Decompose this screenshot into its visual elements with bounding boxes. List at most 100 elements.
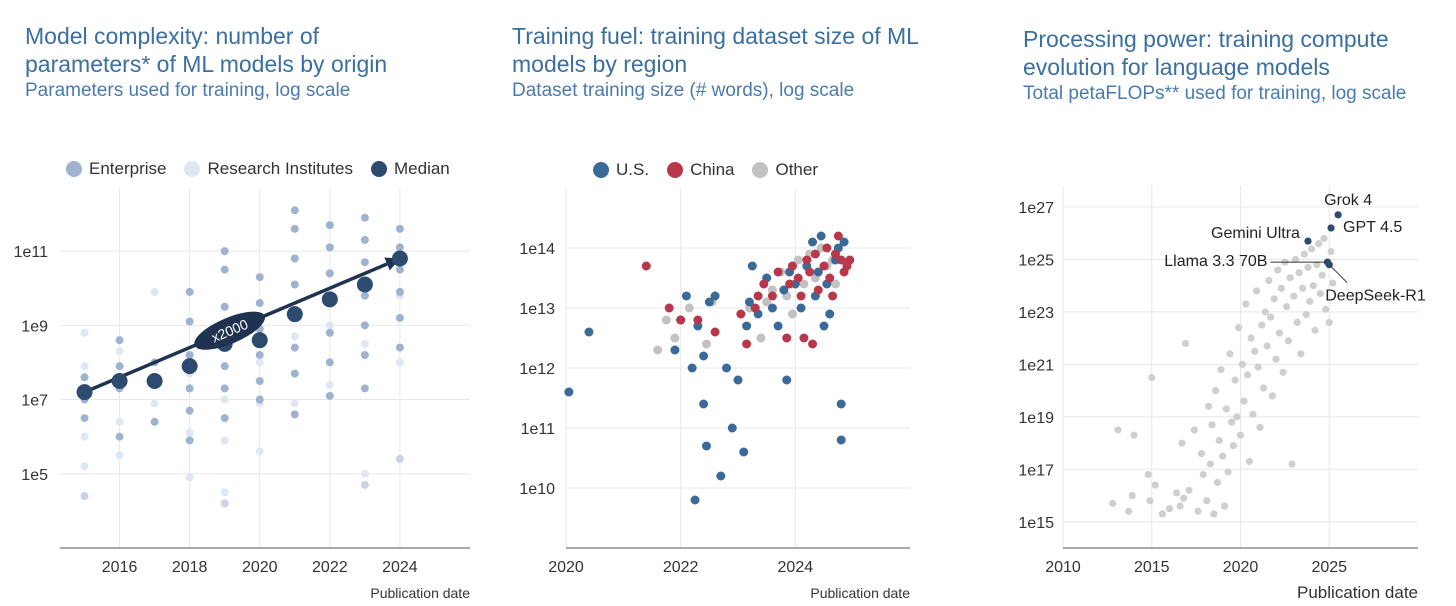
point-research — [185, 473, 194, 482]
legend-item-enterprise: Enterprise — [66, 159, 166, 179]
point-enterprise — [115, 432, 124, 441]
point-language-model — [1114, 426, 1122, 434]
point-research — [80, 432, 89, 441]
point-us — [710, 291, 720, 301]
point-language-model — [1244, 371, 1252, 379]
point-china — [828, 291, 838, 301]
point-language-model — [1148, 373, 1156, 382]
point-other — [653, 345, 663, 355]
point-outlier — [360, 480, 369, 489]
point-highlighted — [1327, 224, 1335, 232]
title-line-1: Training fuel: training dataset size of … — [512, 23, 919, 49]
point-china — [641, 261, 651, 271]
point-language-model — [1215, 436, 1223, 445]
point-enterprise — [325, 269, 334, 278]
point-highlighted — [1334, 211, 1342, 219]
point-research — [80, 462, 89, 471]
y-tick-label: 1e5 — [21, 467, 48, 484]
point-enterprise — [360, 384, 369, 393]
point-highlighted — [1304, 237, 1312, 245]
point-language-model — [1297, 350, 1305, 358]
point-language-model — [1197, 449, 1206, 458]
point-language-model — [1194, 507, 1202, 515]
point-enterprise — [290, 280, 299, 289]
point-language-model — [1325, 318, 1333, 327]
point-language-model — [1304, 263, 1312, 271]
legend-label: China — [690, 160, 735, 179]
point-us — [690, 495, 700, 505]
legend-swatch — [184, 161, 201, 177]
legend-item-us: U.S. — [593, 160, 649, 180]
point-language-model — [1313, 261, 1321, 269]
point-enterprise — [220, 362, 229, 371]
point-language-model — [1190, 426, 1198, 434]
x-axis-title: Publication date — [370, 585, 470, 601]
y-tick-label: 1e13 — [519, 301, 555, 318]
point-language-model — [1146, 497, 1154, 505]
point-language-model — [1176, 502, 1184, 510]
point-enterprise — [185, 436, 194, 445]
point-language-model — [1233, 413, 1241, 421]
point-enterprise — [185, 317, 194, 326]
point-research — [290, 332, 299, 341]
point-median — [286, 306, 303, 323]
point-enterprise — [360, 213, 369, 222]
title-line-1: Processing power: training compute — [1023, 26, 1389, 52]
point-us — [584, 327, 594, 337]
point-language-model — [1144, 470, 1152, 479]
y-tick-label: 1e9 — [21, 318, 48, 335]
y-tick-label: 1e11 — [521, 421, 556, 438]
y-tick-label: 1e21 — [1018, 357, 1054, 374]
point-us — [782, 375, 792, 385]
point-research — [220, 395, 229, 404]
point-research — [115, 347, 124, 356]
point-enterprise — [325, 391, 334, 400]
point-language-model — [1245, 457, 1253, 466]
legend-item-china: China — [667, 160, 734, 180]
point-research — [255, 358, 264, 367]
point-language-model — [1180, 494, 1188, 502]
y-tick-label: 1e27 — [1018, 200, 1054, 217]
chart-title: Model complexity: number of parameters* … — [25, 22, 387, 78]
point-us — [767, 303, 777, 313]
legend-item-other: Other — [752, 160, 818, 180]
point-china — [802, 255, 812, 265]
point-us — [813, 267, 823, 277]
point-china — [782, 333, 792, 343]
point-us — [796, 303, 806, 313]
point-language-model — [1226, 350, 1234, 358]
chart-3-plot: 2010 2015 2020 2025 1e15 1e17 1e19 1e21 1e23 1e25… — [1018, 186, 1426, 602]
legend-swatch — [371, 161, 387, 177]
point-language-model — [1315, 240, 1323, 248]
legend-label: Research Institutes — [207, 159, 353, 178]
point-median — [111, 372, 128, 389]
point-enterprise — [220, 414, 229, 423]
point-language-model — [1322, 305, 1330, 313]
point-enterprise — [290, 343, 299, 352]
annotation-bubble: x2000 — [194, 311, 265, 350]
x-tick-label: 2024 — [778, 559, 814, 576]
point-us — [739, 447, 749, 457]
point-language-model — [1267, 313, 1275, 321]
point-enterprise — [220, 384, 229, 393]
point-research — [255, 447, 264, 456]
point-outlier — [395, 454, 404, 463]
x-tick-label: 2024 — [382, 559, 418, 576]
point-enterprise — [255, 351, 264, 360]
chart-subtitle: Dataset training size (# words), log sca… — [512, 80, 855, 101]
panel-model-complexity: Model complexity: number of parameters* … — [0, 0, 485, 606]
y-tick-label: 1e23 — [1018, 305, 1054, 322]
point-label: Gemini Ultra — [1211, 225, 1300, 242]
x-tick-label: 2015 — [1134, 559, 1170, 576]
point-enterprise — [395, 287, 404, 296]
point-language-model — [1261, 308, 1269, 316]
point-china — [808, 339, 818, 349]
point-label: GPT 4.5 — [1343, 219, 1402, 236]
point-language-model — [1240, 397, 1248, 405]
point-language-model — [1277, 284, 1285, 292]
y-tick-label: 1e14 — [519, 241, 555, 258]
point-china — [664, 303, 674, 313]
legend-swatch — [752, 162, 769, 178]
point-enterprise — [290, 254, 299, 263]
